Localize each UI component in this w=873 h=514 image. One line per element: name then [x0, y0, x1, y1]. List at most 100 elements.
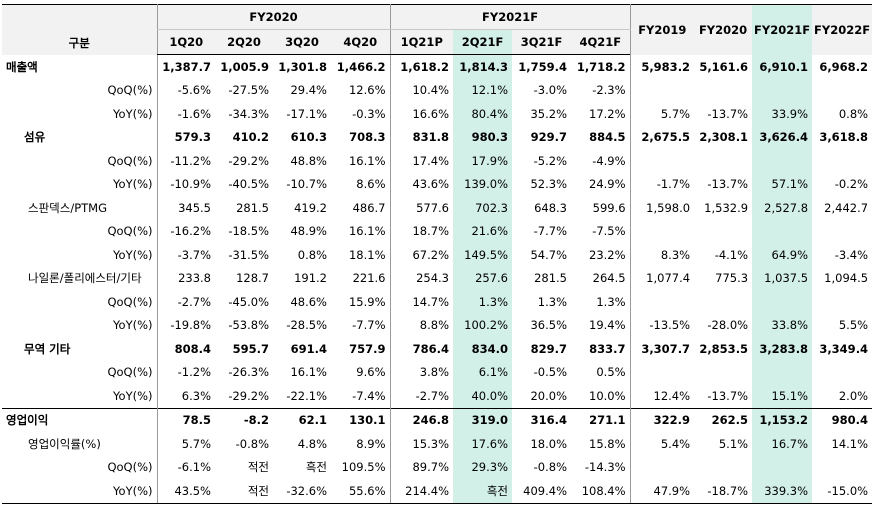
- header-fy2020: FY2020: [156, 4, 391, 30]
- header-annual-1: FY2020: [694, 4, 753, 55]
- quarter-cell: 1.3%: [453, 290, 513, 314]
- quarter-cell: 595.7: [232, 341, 269, 356]
- quarter-cell: 691.4: [290, 341, 327, 356]
- quarter-cell: 281.5: [534, 271, 568, 286]
- quarter-cell: 29.3%: [453, 455, 513, 479]
- annual-cell: 12.4%: [629, 384, 695, 408]
- annual-cell: [752, 290, 813, 314]
- quarter-cell: 6.1%: [453, 360, 513, 384]
- quarter-cell: -11.2%: [156, 149, 215, 173]
- table-row: 영업이익 78.5 -8.2 62.1 130.1 246.8 319.0 316.4 271.…: [2, 407, 873, 432]
- quarter-cell: 319.0: [453, 407, 513, 432]
- quarter-cell: 281.5: [236, 200, 269, 215]
- quarter-cell: 67.2%: [389, 243, 454, 267]
- quarter-cell: -7.4%: [352, 388, 386, 403]
- annual-cell: -13.7%: [707, 388, 749, 403]
- annual-cell: 8.3%: [629, 243, 695, 267]
- annual-cell: [629, 78, 695, 102]
- quarter-cell: 48.9%: [290, 224, 327, 239]
- annual-cell: 1,037.5: [752, 266, 813, 290]
- quarter-cell: 1,814.3: [453, 54, 513, 79]
- annual-cell: [812, 290, 872, 314]
- quarter-cell: 4.8%: [297, 436, 327, 451]
- quarter-cell: 980.3: [453, 125, 513, 149]
- annual-cell: [812, 79, 872, 103]
- quarter-cell: 1.3%: [537, 294, 568, 309]
- quarter-cell: 36.5%: [530, 318, 568, 333]
- table-row: YoY(%) -3.7% -31.5% 0.8% 18.1% 67.2% 149.5% 54.…: [2, 243, 872, 267]
- annual-cell: [694, 361, 752, 385]
- annual-cell: -18.7%: [694, 479, 753, 504]
- quarter-cell: 833.7: [589, 341, 626, 356]
- quarter-cell: -2.7%: [156, 290, 215, 314]
- quarter-cell: 100.2%: [453, 313, 513, 337]
- row-label: YoY(%): [113, 106, 153, 121]
- annual-cell: 2,442.7: [824, 200, 869, 215]
- quarter-cell: -8.2: [215, 407, 273, 432]
- row-label: 무역 기타: [24, 341, 71, 356]
- annual-cell: [812, 220, 872, 244]
- annual-cell: 3,349.4: [819, 341, 869, 356]
- annual-cell: [694, 290, 752, 314]
- quarter-cell: 786.4: [389, 337, 454, 361]
- annual-cell: [812, 149, 872, 173]
- annual-cell: -13.7%: [707, 177, 749, 192]
- quarter-cell: 1.3%: [596, 294, 626, 309]
- quarter-cell: -10.9%: [156, 172, 215, 196]
- quarter-cell: -32.6%: [273, 479, 331, 504]
- quarter-cell: -34.3%: [228, 106, 269, 121]
- quarter-cell: 10.4%: [389, 78, 454, 102]
- quarter-cell: -29.2%: [228, 153, 269, 168]
- quarter-cell: 12.1%: [453, 78, 513, 102]
- quarter-cell: 17.9%: [453, 149, 513, 173]
- quarter-cell: 254.3: [389, 266, 454, 290]
- table-row: 매출액 1,387.7 1,005.9 1,301.8 1,466.2 1,618.2 1,…: [2, 54, 872, 79]
- annual-cell: [752, 78, 813, 102]
- header-quarter: 4Q20: [331, 29, 391, 55]
- annual-cell: 47.9%: [629, 479, 695, 504]
- quarter-cell: 24.9%: [589, 177, 626, 192]
- quarter-cell: 246.8: [389, 407, 454, 432]
- table-row: QoQ(%) -11.2% -29.2% 48.8% 16.1% 17.4% 17.9% -5…: [2, 149, 872, 173]
- quarter-cell: 610.3: [290, 130, 327, 145]
- row-label: 섬유: [24, 130, 46, 145]
- quarter-cell: 419.2: [294, 200, 327, 215]
- annual-cell: 6,910.1: [752, 54, 813, 79]
- quarter-cell: -0.5%: [533, 365, 568, 380]
- annual-cell: 33.9%: [752, 102, 813, 126]
- row-label: QoQ(%): [107, 224, 153, 239]
- quarter-cell: 15.8%: [589, 436, 626, 451]
- quarter-cell: 829.7: [530, 341, 568, 356]
- header-quarter: 1Q20: [156, 29, 215, 55]
- annual-cell: 775.3: [715, 271, 749, 286]
- quarter-cell: 214.4%: [389, 479, 454, 504]
- quarter-cell: -19.8%: [156, 313, 215, 337]
- annual-cell: 57.1%: [752, 172, 813, 196]
- quarter-cell: 1,466.2: [336, 59, 386, 74]
- quarter-cell: 54.7%: [530, 247, 568, 262]
- quarter-cell: 18.0%: [530, 436, 568, 451]
- annual-cell: 1,077.4: [629, 266, 695, 290]
- table-row: 스판덱스/PTMG 345.5 281.5 419.2 486.7 577.6 702.3 6…: [2, 196, 872, 220]
- annual-cell: [694, 220, 752, 244]
- quarter-cell: 8.6%: [356, 177, 386, 192]
- table-row: YoY(%) -1.6% -34.3% -17.1% -0.3% 16.6% 80.4% 35…: [2, 102, 872, 126]
- quarter-cell: 5.7%: [156, 432, 215, 456]
- row-label: QoQ(%): [107, 460, 153, 475]
- quarter-cell: 29.4%: [290, 83, 327, 98]
- quarter-cell: 834.0: [453, 337, 513, 361]
- table-body: 매출액 1,387.7 1,005.9 1,301.8 1,466.2 1,618.2 1,…: [2, 54, 873, 504]
- annual-cell: 1,532.9: [704, 200, 749, 215]
- quarter-cell: -29.2%: [228, 388, 269, 403]
- quarter-cell: 19.4%: [589, 318, 626, 333]
- quarter-cell: 10.0%: [589, 388, 626, 403]
- annual-cell: -3.4%: [834, 247, 869, 262]
- quarter-cell: 9.6%: [356, 365, 386, 380]
- quarter-cell: 14.7%: [389, 290, 454, 314]
- annual-cell: 2,853.5: [699, 341, 749, 356]
- quarter-cell: -4.9%: [592, 153, 626, 168]
- quarter-cell: 55.6%: [331, 479, 391, 504]
- header-quarter: 4Q21F: [571, 29, 631, 55]
- annual-cell: 322.9: [629, 407, 695, 432]
- quarter-cell: 1,618.2: [389, 54, 454, 79]
